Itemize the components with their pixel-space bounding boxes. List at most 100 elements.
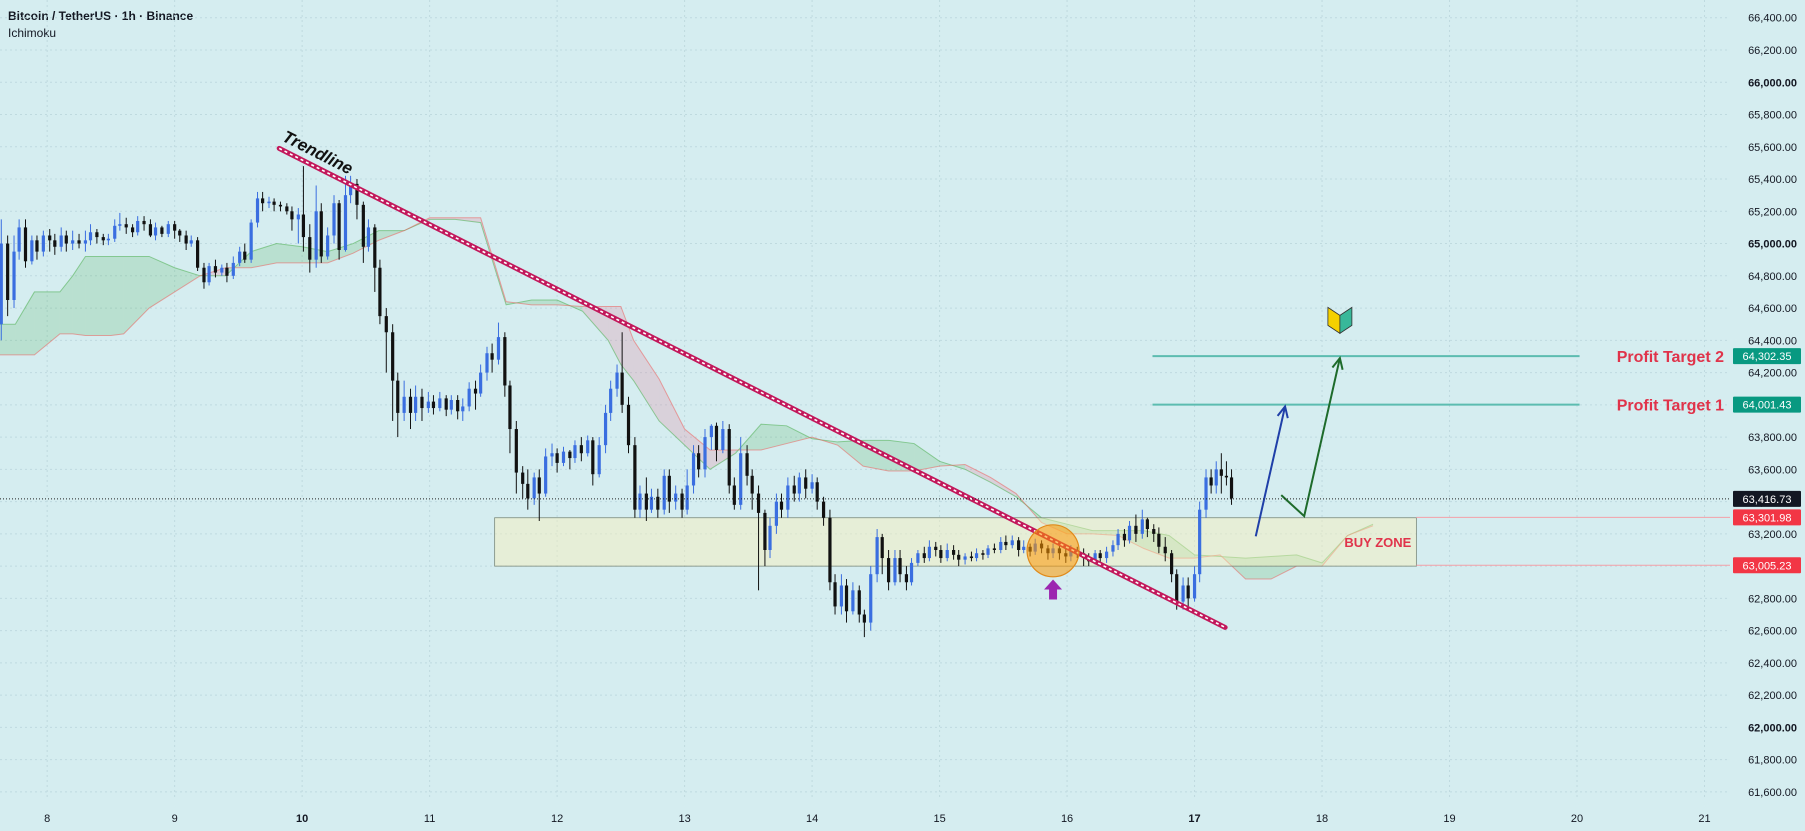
candle-body: [1204, 477, 1208, 510]
candle-body: [774, 501, 778, 526]
candle-body: [496, 337, 501, 360]
cloud-segment: [1296, 554, 1323, 567]
price-tag: [1733, 348, 1801, 365]
senkou-span-a: [0, 218, 1374, 564]
candle-body: [945, 550, 949, 559]
price-tick-label: 64,200.00: [1748, 368, 1797, 380]
candle-body: [118, 224, 122, 226]
buy-zone-box: [494, 517, 1417, 567]
candle-body: [1229, 477, 1234, 499]
price-tick-label: 62,600.00: [1748, 626, 1797, 638]
cloud-segment: [888, 440, 915, 471]
candle-body: [1157, 533, 1161, 547]
price-tick-label: 65,800.00: [1748, 110, 1797, 122]
candle-body: [48, 235, 52, 241]
projection-arrow-blue: [1254, 406, 1287, 537]
time-tick-label: 9: [172, 813, 178, 825]
price-axis: 61,600.00 61,800.00 62,000.00 62,200.00 62,4…: [1748, 13, 1797, 799]
candle-body: [620, 372, 624, 405]
candle-body: [656, 496, 660, 510]
cloud-segment: [110, 256, 124, 336]
candle-body: [1127, 525, 1132, 541]
candle-body: [0, 243, 3, 325]
price-tag-text: 64,302.35: [1743, 351, 1792, 363]
candle-body: [680, 493, 684, 510]
candle-body: [674, 493, 678, 502]
candle-body: [597, 445, 601, 475]
time-tick-label: 11: [424, 813, 435, 825]
candle-body: [160, 227, 164, 234]
candle-body: [579, 445, 583, 454]
cloud-segment: [15, 291, 35, 355]
time-tick-label: 12: [551, 813, 563, 825]
candle-body: [1022, 546, 1026, 550]
candle-body: [1093, 553, 1097, 562]
candle-body: [1163, 546, 1167, 554]
candle-body: [521, 472, 525, 484]
time-tick-label: 17: [1188, 813, 1200, 825]
candle-body: [490, 353, 494, 360]
candle-body: [667, 475, 671, 502]
candle-body: [391, 332, 395, 381]
candle-body: [1175, 574, 1179, 602]
indicator-label: Ichimoku: [8, 26, 57, 40]
candle-body: [916, 553, 920, 563]
candle-body: [35, 240, 39, 252]
time-tick-label: 15: [933, 813, 945, 825]
candle-body: [739, 453, 743, 505]
candle-body: [261, 198, 265, 204]
cloud-segment: [965, 464, 991, 483]
candle-body: [969, 556, 974, 559]
time-tick-label: 10: [296, 813, 308, 825]
candle-body: [745, 453, 749, 476]
candle-body: [999, 541, 1003, 550]
candle-body: [821, 501, 826, 518]
price-tick-label: 63,600.00: [1748, 464, 1797, 476]
candle-body: [981, 553, 985, 555]
candle-body: [71, 240, 75, 244]
candle-body: [568, 451, 572, 459]
price-tick-label: 62,800.00: [1748, 593, 1797, 605]
senkou-span-b: [0, 217, 1374, 580]
price-tick-label: 66,400.00: [1748, 13, 1797, 25]
time-tick-label: 20: [1571, 813, 1583, 825]
candle-body: [95, 232, 99, 238]
price-tag-text: 63,005.23: [1743, 560, 1792, 572]
candle-body: [473, 388, 478, 394]
candle-body: [697, 453, 701, 470]
candle-body: [1186, 585, 1190, 599]
candle-body: [243, 251, 247, 260]
candle-body: [633, 445, 637, 510]
candle-body: [106, 238, 110, 241]
candle-body: [207, 266, 211, 283]
candle-body: [30, 240, 34, 262]
cloud-segment: [34, 291, 60, 355]
candle-body: [779, 501, 784, 510]
price-tick-label: 64,400.00: [1748, 335, 1797, 347]
candle-body: [939, 550, 943, 559]
candle-body: [438, 398, 442, 409]
candle-body: [857, 590, 861, 615]
candle-body: [644, 493, 648, 510]
candle-body: [326, 235, 330, 257]
candle-body: [202, 267, 206, 283]
cloud-segment: [59, 275, 73, 334]
cloud-segment: [123, 256, 150, 334]
candle-body: [714, 425, 719, 450]
candle-body: [875, 537, 879, 575]
candle-body: [526, 483, 530, 499]
profit-target-label: Profit Target 2: [1617, 349, 1724, 366]
candle-body: [768, 525, 772, 550]
candle-body: [586, 440, 590, 454]
beginner-shield-icon: [1327, 306, 1341, 335]
price-tick-label: 61,600.00: [1748, 787, 1797, 799]
buy-zone-label: BUY ZONE: [1344, 535, 1411, 550]
time-tick-label: 21: [1698, 813, 1710, 825]
candle-body: [828, 517, 832, 583]
profit-target-label: Profit Target 1: [1617, 398, 1724, 415]
candle-body: [1152, 529, 1156, 534]
candle-body: [709, 425, 713, 438]
candle-body: [750, 475, 754, 494]
